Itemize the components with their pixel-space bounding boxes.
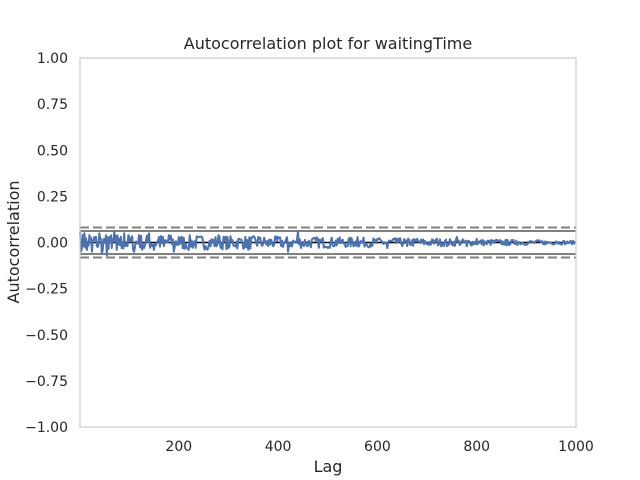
y-tick-label: −0.25 [25,282,68,298]
chart-title: Autocorrelation plot for waitingTime [184,34,472,53]
y-axis-label: Autocorrelation [4,181,23,304]
y-tick-label: 0.25 [37,189,68,205]
x-ticks: 200 400 600 800 1000 [165,439,593,455]
x-axis-label: Lag [314,457,343,476]
x-tick-label: 200 [165,439,192,455]
plot-area [79,57,577,428]
y-tick-label: −0.75 [25,374,68,390]
y-tick-label: −1.00 [25,420,68,436]
x-tick-label: 800 [463,439,490,455]
x-tick-label: 1000 [558,439,594,455]
plot-frame [79,57,577,428]
x-tick-label: 400 [265,439,292,455]
y-tick-label: 0.00 [37,236,68,252]
autocorrelation-series-line [79,230,577,257]
y-tick-label: 0.75 [37,97,68,113]
y-tick-label: −0.50 [25,328,68,344]
x-tick-label: 600 [364,439,391,455]
y-ticks: 1.00 0.75 0.50 0.25 0.00 −0.25 −0.50 −0.75 −1.00 [25,51,68,436]
y-tick-label: 1.00 [37,51,68,67]
y-tick-label: 0.50 [37,143,68,159]
